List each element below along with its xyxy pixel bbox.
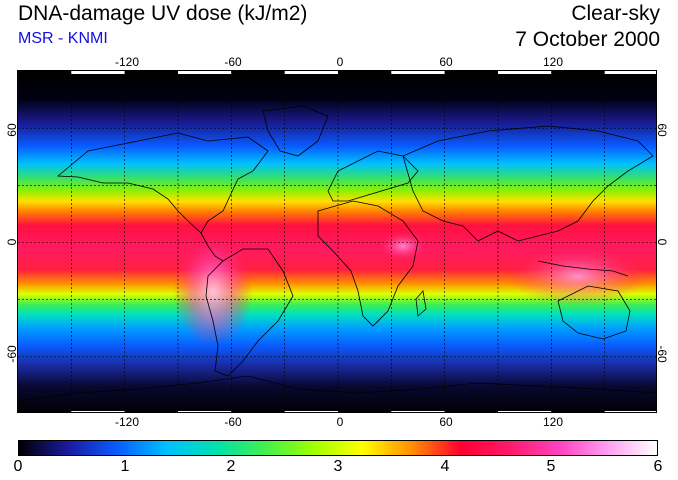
colorbar bbox=[18, 440, 658, 456]
colorbar-label: 5 bbox=[546, 458, 556, 475]
lon-tick-top: -60 bbox=[224, 55, 242, 69]
coast-madagascar bbox=[415, 290, 427, 317]
lon-tick-top: 120 bbox=[542, 55, 564, 69]
lat-tick-right: 60 bbox=[655, 123, 669, 137]
coast-australia bbox=[557, 285, 631, 340]
colorbar-label: 2 bbox=[226, 458, 236, 475]
uv-hotspot-andes bbox=[173, 236, 253, 346]
lon-tick-bottom: 0 bbox=[336, 415, 344, 429]
coast-greenland bbox=[262, 105, 329, 157]
coast-central-america bbox=[200, 232, 224, 262]
date-label: 7 October 2000 bbox=[515, 28, 660, 51]
frame-ticks bbox=[18, 71, 656, 412]
coast-indonesia bbox=[537, 260, 629, 277]
coastlines bbox=[18, 105, 656, 402]
lon-tick-bottom: 120 bbox=[542, 415, 564, 429]
lon-tick-top: -120 bbox=[114, 55, 140, 69]
coast-europe bbox=[327, 150, 419, 202]
uv-dose-map bbox=[17, 70, 657, 413]
coast-africa bbox=[317, 200, 419, 327]
coast-antarctica bbox=[18, 375, 656, 402]
uv-field bbox=[18, 71, 656, 412]
map-title: DNA-damage UV dose (kJ/m2) bbox=[18, 2, 308, 25]
lat-tick-right: 0 bbox=[655, 238, 669, 246]
colorbar-label: 0 bbox=[13, 458, 23, 475]
coast-asia bbox=[402, 125, 654, 242]
lon-tick-bottom: 60 bbox=[439, 415, 453, 429]
coast-south-america bbox=[205, 248, 294, 377]
lon-tick-bottom: -120 bbox=[114, 415, 140, 429]
sky-condition-label: Clear-sky bbox=[571, 2, 660, 25]
uv-hotspot-indonesia bbox=[508, 246, 648, 306]
colorbar-label: 6 bbox=[653, 458, 663, 475]
colorbar-label: 4 bbox=[440, 458, 450, 475]
graticule bbox=[18, 71, 656, 412]
lon-tick-bottom: -60 bbox=[224, 415, 242, 429]
lon-tick-top: 0 bbox=[336, 55, 344, 69]
lon-tick-top: 60 bbox=[439, 55, 453, 69]
colorbar-label: 1 bbox=[120, 458, 130, 475]
uv-hotspot-africa bbox=[378, 231, 428, 261]
lat-tick-right: -60 bbox=[655, 345, 669, 363]
coast-north-america bbox=[56, 132, 269, 234]
colorbar-label: 3 bbox=[333, 458, 343, 475]
source-label: MSR - KNMI bbox=[18, 30, 108, 47]
